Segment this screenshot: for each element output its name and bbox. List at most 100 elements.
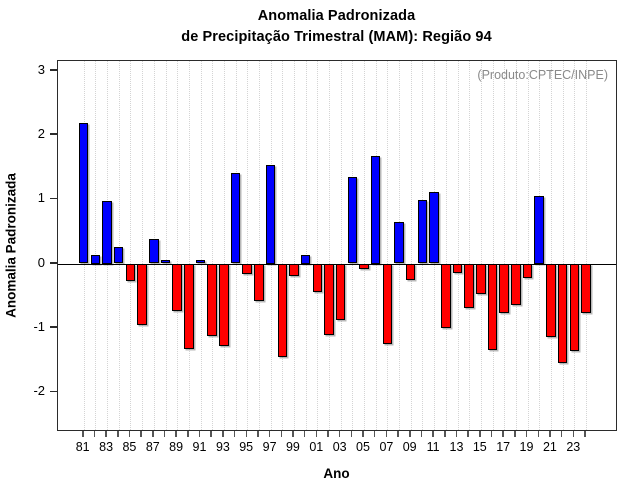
gridline-1991: [200, 61, 202, 430]
x-tick-mark-1986: [140, 430, 142, 437]
x-tick-mark-2014: [467, 430, 469, 437]
bar-2004: [347, 176, 358, 264]
x-tick-mark-2003: [338, 430, 341, 437]
y-tick-mark-1: [50, 197, 57, 200]
gridline-2022: [562, 61, 564, 430]
x-tick-mark-2001: [315, 430, 318, 437]
bar-1990: [184, 263, 194, 349]
x-tick-mark-2017: [502, 430, 504, 437]
gridline-2015: [480, 61, 482, 430]
gridline-2009: [410, 61, 412, 430]
x-tick-mark-2024: [584, 430, 586, 437]
bar-2020: [534, 196, 544, 264]
x-tick-label-1997: 97: [262, 440, 277, 454]
gridline-2017: [504, 61, 506, 430]
bar-2010: [417, 199, 428, 264]
gridline-2014: [469, 61, 471, 430]
bar-2024: [581, 263, 591, 313]
bar-2023: [569, 263, 580, 351]
bar-2007: [382, 263, 393, 344]
gridline-2013: [457, 61, 459, 430]
gridline-2023: [574, 61, 576, 430]
gridline-1988: [165, 61, 167, 430]
bar-2006: [370, 155, 381, 264]
x-tick-mark-1993: [222, 430, 224, 437]
bar-1991: [195, 260, 206, 264]
gridline-2018: [515, 61, 517, 430]
bar-2012: [441, 263, 451, 329]
bar-1996: [254, 263, 264, 302]
bar-1988: [160, 259, 171, 264]
x-tick-label-1987: 87: [145, 440, 160, 454]
gridline-2001: [317, 61, 319, 430]
bar-1985: [125, 263, 136, 281]
x-tick-mark-2002: [327, 430, 329, 437]
x-tick-mark-2000: [303, 430, 306, 437]
x-tick-mark-2012: [444, 430, 446, 437]
bar-2009: [405, 263, 416, 280]
gridline-2016: [492, 61, 494, 430]
bar-1984: [113, 246, 124, 264]
x-tick-mark-1988: [163, 430, 166, 437]
gridline-1989: [177, 61, 179, 430]
bar-2013: [452, 263, 463, 274]
x-tick-label-1985: 85: [122, 440, 137, 454]
y-tick-label-0: 0: [37, 254, 45, 270]
bar-1981: [78, 123, 89, 264]
bar-1983: [102, 200, 112, 264]
x-tick-mark-1992: [210, 430, 212, 437]
x-tick-label-1995: 95: [239, 440, 254, 454]
x-tick-mark-1996: [257, 430, 259, 437]
gridline-2021: [550, 61, 552, 430]
x-tick-mark-1998: [280, 430, 282, 437]
bar-1998: [277, 263, 288, 357]
x-tick-label-2021: 21: [542, 440, 557, 454]
x-tick-mark-2009: [409, 430, 411, 437]
x-tick-mark-1989: [175, 430, 177, 437]
bar-1994: [230, 172, 241, 264]
gridline-2012: [445, 61, 447, 430]
bar-2008: [394, 222, 404, 264]
bar-1995: [242, 263, 252, 275]
bar-2015: [476, 263, 486, 294]
x-tick-label-2005: 05: [356, 440, 370, 454]
gridline-1990: [188, 61, 190, 430]
bar-1987: [149, 239, 159, 264]
x-tick-mark-2016: [490, 430, 493, 437]
x-axis-title: Ano: [323, 466, 350, 481]
bar-1982: [90, 254, 101, 264]
gridline-1984: [118, 61, 120, 430]
x-tick-mark-1997: [268, 430, 271, 437]
bar-2011: [429, 192, 439, 264]
bar-1999: [289, 263, 299, 276]
bar-2014: [464, 263, 474, 308]
x-tick-mark-1995: [245, 430, 247, 437]
x-tick-label-2001: 01: [309, 440, 324, 454]
x-tick-mark-2020: [537, 430, 539, 437]
bar-1992: [207, 263, 217, 337]
bar-1993: [219, 263, 229, 346]
gridline-1996: [258, 61, 260, 430]
x-tick-label-1989: 89: [169, 440, 184, 454]
x-tick-label-1981: 81: [75, 440, 90, 454]
bar-1989: [172, 263, 182, 312]
x-tick-label-1993: 93: [215, 440, 230, 454]
gridline-2003: [340, 61, 342, 430]
bar-1997: [265, 164, 276, 264]
x-tick-mark-1990: [187, 430, 189, 437]
x-tick-label-1999: 99: [285, 440, 300, 454]
bar-2016: [487, 263, 498, 351]
x-tick-label-2011: 11: [426, 440, 440, 454]
x-tick-label-2017: 17: [496, 440, 511, 454]
y-tick-mark-0: [50, 262, 57, 264]
gridline-1993: [223, 61, 225, 430]
y-tick-label--2: -2: [33, 383, 45, 399]
x-tick-mark-2005: [362, 430, 364, 437]
gridline-1992: [212, 61, 214, 430]
x-tick-mark-2018: [514, 430, 516, 437]
gridline-2007: [387, 61, 389, 430]
x-tick-mark-1985: [128, 430, 131, 437]
x-tick-mark-2007: [385, 430, 388, 437]
bar-2000: [300, 254, 311, 264]
